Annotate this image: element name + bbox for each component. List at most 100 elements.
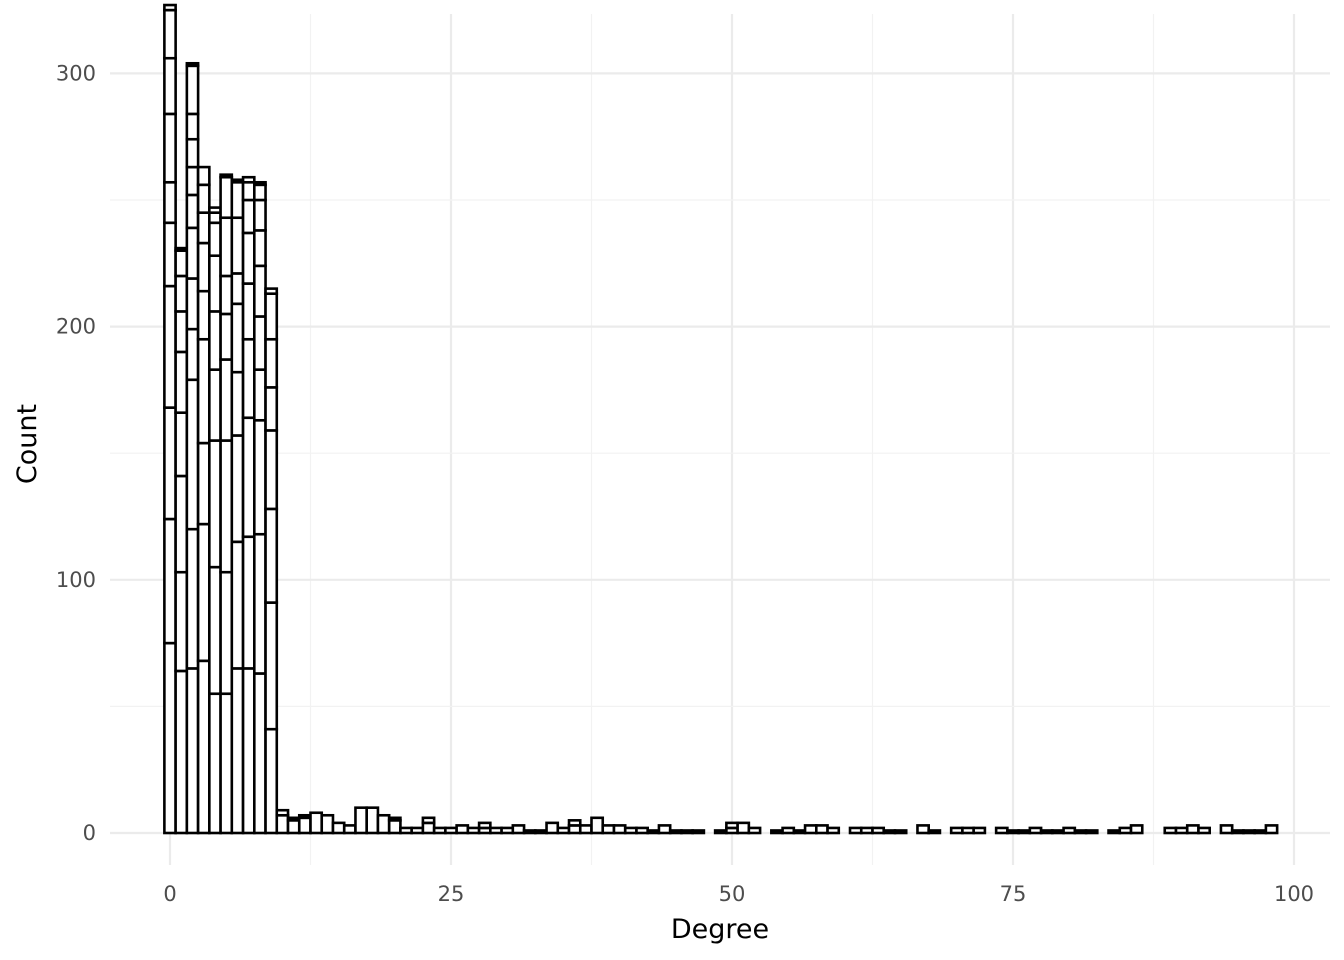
bar-segment	[1118, 826, 1133, 835]
bar-segment	[196, 659, 211, 835]
bar-segment	[871, 826, 886, 835]
bar-segment	[163, 284, 177, 409]
bar-segment	[814, 824, 829, 835]
bar-segment	[444, 826, 458, 835]
bar-segment	[163, 517, 177, 645]
bar-segment	[264, 386, 279, 432]
bar-segment	[208, 692, 222, 835]
bar-segment	[219, 439, 234, 574]
bar-segment	[387, 816, 402, 822]
bar-segment	[1017, 829, 1032, 835]
bar-segment	[253, 229, 267, 268]
bar-segment	[219, 175, 234, 220]
bar-segment	[387, 819, 402, 835]
bar-segment	[657, 824, 672, 835]
grid-lines	[110, 14, 1330, 865]
bar-segment	[163, 8, 177, 60]
bar-segment	[253, 532, 267, 675]
bar-segment	[163, 112, 177, 184]
x-tick-label: 0	[163, 882, 176, 906]
x-tick-label: 25	[438, 882, 465, 906]
bar-segment	[241, 535, 256, 670]
bar-segment	[196, 165, 211, 187]
bar-segment	[219, 274, 234, 316]
bar-segment	[421, 821, 436, 835]
x-axis-ticks: 0 25 50 75 100	[163, 882, 1314, 906]
bar-segment	[264, 337, 279, 389]
bar-segment	[286, 819, 301, 835]
bar-segment	[208, 368, 222, 442]
bar-segment	[500, 826, 515, 835]
bar-segment	[1062, 826, 1077, 835]
bar-segment	[185, 226, 200, 280]
bar-segment	[264, 507, 279, 604]
bar-segment	[972, 826, 987, 835]
bar-segment	[163, 56, 177, 116]
bar-segment	[668, 829, 683, 835]
y-tick-label: 200	[56, 315, 96, 339]
bar-segment	[1253, 829, 1268, 835]
bar-segment	[163, 221, 177, 288]
bar-segment	[1242, 829, 1256, 835]
bar-segment	[174, 274, 189, 313]
bar-segment	[219, 173, 234, 179]
bar-segment	[1185, 824, 1200, 835]
bar-segment	[196, 241, 211, 293]
bar-segment	[747, 826, 762, 835]
bar-segment	[309, 811, 324, 835]
bar-segment	[241, 175, 256, 184]
bar-segment	[927, 829, 942, 835]
bar-segment	[421, 816, 436, 825]
bar-segment	[241, 231, 256, 285]
bar-segment	[230, 667, 245, 835]
bar-segment	[163, 406, 177, 521]
bar-segment	[219, 216, 234, 278]
bar-segment	[219, 358, 234, 442]
bar-segment	[185, 112, 200, 141]
bar-segment	[208, 254, 222, 313]
bar-segment	[208, 310, 222, 371]
bar-segment	[1039, 829, 1054, 835]
bar-segment	[264, 727, 279, 835]
bar-segment	[601, 824, 616, 835]
x-tick-label: 100	[1274, 882, 1314, 906]
bar-segment	[612, 824, 627, 835]
x-tick-label: 75	[1000, 882, 1027, 906]
bar-segment	[623, 826, 638, 835]
bar-segment	[241, 282, 256, 341]
bar-segment	[185, 193, 200, 230]
bar-segment	[275, 808, 290, 817]
y-tick-label: 0	[83, 821, 96, 845]
bar-segment	[365, 806, 380, 835]
bar-segment	[635, 826, 650, 835]
bar-segment	[567, 819, 582, 827]
bar-segment	[792, 829, 807, 835]
bar-segment	[590, 816, 605, 835]
bar-segment	[185, 61, 200, 68]
bar-segment	[556, 826, 571, 835]
bar-segment	[185, 64, 200, 116]
bar-segment	[185, 378, 200, 531]
bar-segment	[264, 601, 279, 731]
bar-segment	[196, 211, 211, 245]
bar-segment	[1163, 826, 1178, 835]
bar-segment	[725, 821, 739, 830]
bar-segment	[1084, 829, 1099, 835]
bar-segment	[230, 302, 245, 374]
bar-segment	[253, 315, 267, 371]
bar-segment	[410, 826, 425, 835]
histogram-bars	[163, 3, 1279, 835]
bar-segment	[736, 821, 751, 835]
bar-segment	[253, 180, 267, 187]
bar-segment	[477, 821, 492, 830]
y-axis-ticks: 0 100 200 300	[56, 61, 96, 845]
bar-segment	[691, 829, 706, 835]
bar-segment	[781, 826, 796, 835]
bar-segment	[1174, 826, 1189, 835]
bar-segment	[354, 806, 368, 835]
bar-segment	[264, 287, 279, 295]
bar-segment	[230, 434, 245, 544]
bar-segment	[994, 826, 1009, 835]
bar-segment	[1028, 826, 1043, 835]
